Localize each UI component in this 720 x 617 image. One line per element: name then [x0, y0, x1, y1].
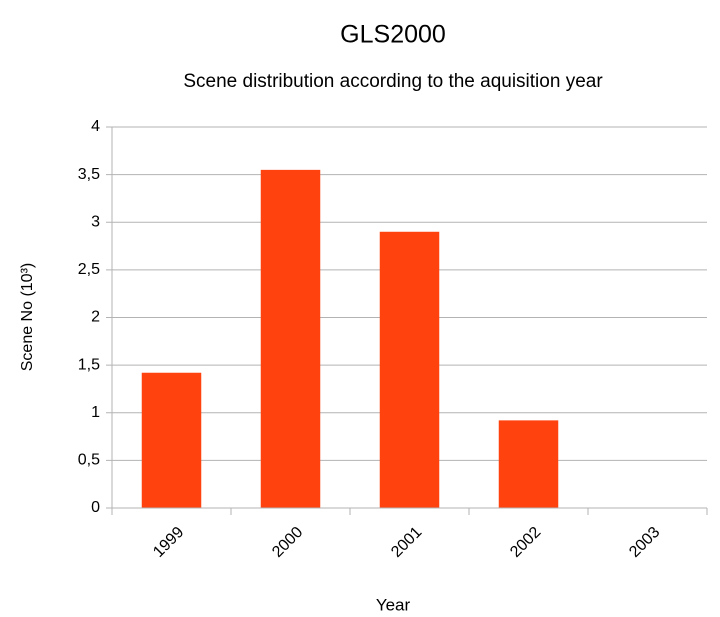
- bar: [260, 169, 321, 509]
- x-tick-label: 2000: [269, 524, 306, 561]
- y-tick-label: 2: [91, 309, 100, 326]
- y-tick-label: 3,5: [78, 166, 100, 183]
- y-tick-label: 1: [91, 404, 100, 421]
- chart-subtitle: Scene distribution according to the aqui…: [183, 71, 603, 92]
- y-tick-label: 2,5: [78, 261, 100, 278]
- y-tick-label: 0,5: [78, 452, 100, 469]
- x-tick-label: 2003: [626, 524, 663, 561]
- bar: [379, 231, 440, 508]
- bar: [498, 420, 559, 508]
- x-tick-label: 2001: [388, 524, 425, 561]
- x-tick-label: 1999: [150, 524, 187, 561]
- y-tick-label: 3: [91, 213, 100, 230]
- y-tick-label: 1,5: [78, 356, 100, 373]
- chart-title: GLS2000: [340, 21, 446, 49]
- y-tick-label: 0: [91, 499, 100, 516]
- bar: [141, 372, 202, 508]
- x-axis-label: Year: [376, 595, 411, 614]
- x-tick-label: 2002: [507, 524, 544, 561]
- y-tick-label: 4: [91, 118, 100, 135]
- y-axis-label: Scene No (10³): [19, 263, 36, 372]
